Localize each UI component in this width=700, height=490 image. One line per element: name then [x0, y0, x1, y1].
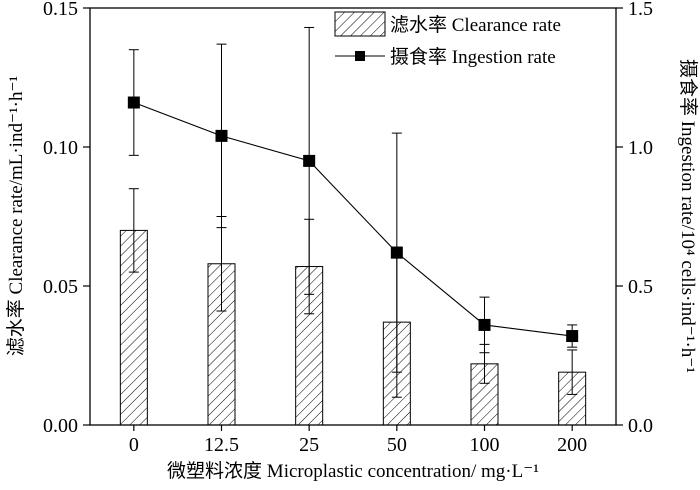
x-tick-label-3: 50: [387, 434, 407, 456]
x-tick-label-0: 0: [129, 434, 139, 456]
y-tick-label-2: 0.10: [43, 137, 78, 159]
x-tick-label-1: 12.5: [204, 434, 239, 456]
x-tick-label-5: 200: [557, 434, 587, 456]
plot-frame: [89, 7, 617, 426]
legend-bar-label: 滤水率 Clearance rate: [390, 14, 561, 36]
bars-layer: [119, 188, 587, 426]
line-marker-0: [127, 96, 140, 109]
line-layer: [127, 26, 579, 373]
legend-line-marker: [355, 51, 365, 61]
line-marker-5: [566, 330, 579, 343]
x-tick-label-4: 100: [470, 434, 500, 456]
y-tick-label-3: 0.15: [43, 0, 78, 20]
line-marker-3: [390, 246, 403, 259]
y-tick-label-0: 0.00: [43, 415, 78, 437]
y-axis-title: 滤水率 Clearance rate/mL·ind⁻¹·h⁻¹: [5, 75, 27, 356]
y2-tick-label-2: 1.0: [628, 137, 653, 159]
ticks-layer: 0.00 0.05 0.10 0.15 0.0 0.5 1.0 1.5 0 12.5 25 50 100…: [43, 0, 653, 456]
line-marker-4: [478, 318, 491, 331]
x-tick-label-2: 25: [299, 434, 319, 456]
legend: 滤水率 Clearance rate 摄食率 Ingestion rate: [334, 11, 561, 68]
series-line-ingestion: [133, 102, 573, 337]
legend-line-label: 摄食率 Ingestion rate: [390, 46, 556, 68]
y2-tick-label-0: 0.0: [628, 415, 653, 437]
x-axis-title: 微塑料浓度 Microplastic concentration/ mg·L⁻¹: [167, 460, 539, 482]
y2-axis-title: 摄食率 Ingestion rate/10⁴ cells·ind⁻¹·h⁻¹: [677, 59, 699, 373]
y2-tick-label-3: 1.5: [628, 0, 653, 20]
line-marker-1: [215, 129, 228, 142]
legend-bar-swatch: [334, 11, 386, 37]
y-tick-label-1: 0.05: [43, 276, 78, 298]
line-marker-2: [303, 154, 316, 167]
y2-tick-label-1: 0.5: [628, 276, 653, 298]
